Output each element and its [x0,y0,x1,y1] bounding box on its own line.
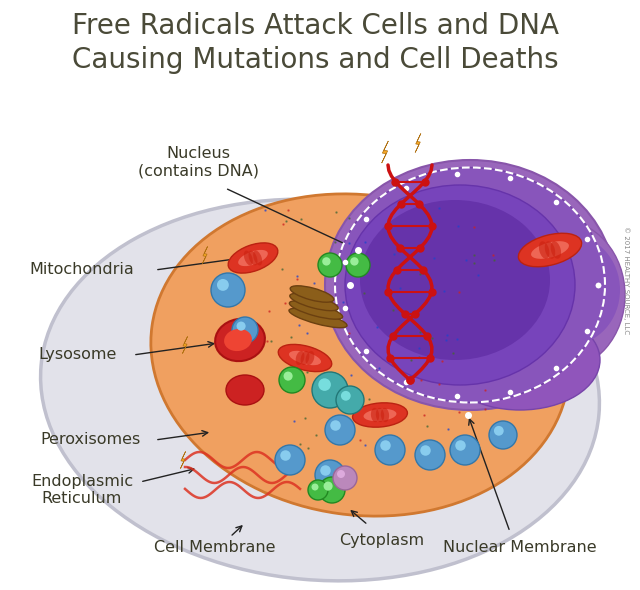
Circle shape [420,445,431,455]
Circle shape [211,273,245,307]
Polygon shape [180,451,186,468]
Ellipse shape [238,250,268,266]
Circle shape [237,322,246,330]
Ellipse shape [224,329,252,351]
Circle shape [318,378,331,391]
Text: Cytoplasm: Cytoplasm [339,533,424,548]
Circle shape [489,421,517,449]
Ellipse shape [539,241,549,259]
Text: Nucleus
(contains DNA): Nucleus (contains DNA) [138,146,259,178]
Circle shape [315,460,345,490]
Ellipse shape [228,243,278,273]
Polygon shape [182,336,188,353]
Ellipse shape [289,351,321,365]
Ellipse shape [495,220,625,370]
Ellipse shape [518,233,582,267]
Ellipse shape [296,351,305,365]
Circle shape [232,317,258,343]
Circle shape [284,372,292,381]
Ellipse shape [371,408,380,422]
Circle shape [275,445,305,475]
Circle shape [312,372,348,408]
Circle shape [337,470,345,478]
Circle shape [217,279,229,291]
Text: Free Radicals Attack Cells and DNA: Free Radicals Attack Cells and DNA [72,12,559,40]
Circle shape [319,477,345,503]
Circle shape [322,257,331,266]
Ellipse shape [301,351,309,365]
Text: Cell Membrane: Cell Membrane [154,540,276,556]
Ellipse shape [40,199,600,581]
Ellipse shape [278,345,332,372]
Ellipse shape [305,351,314,365]
Ellipse shape [253,251,262,266]
Polygon shape [415,133,421,152]
Circle shape [318,253,342,277]
Text: © 2017 HEALTHY SOURCE, LLC: © 2017 HEALTHY SOURCE, LLC [623,226,629,334]
Circle shape [375,435,405,465]
Circle shape [325,415,355,445]
Ellipse shape [345,185,575,385]
Circle shape [312,483,319,490]
Ellipse shape [545,241,556,259]
Ellipse shape [226,375,264,405]
Circle shape [320,466,331,476]
Ellipse shape [289,309,347,327]
Circle shape [324,481,333,491]
Circle shape [330,420,340,431]
Ellipse shape [215,319,265,361]
Text: Mitochondria: Mitochondria [29,263,134,277]
Ellipse shape [289,301,342,319]
Circle shape [341,391,351,401]
Ellipse shape [531,241,569,259]
Ellipse shape [520,235,620,345]
Ellipse shape [353,403,408,427]
Circle shape [279,367,305,393]
Ellipse shape [381,408,389,422]
Ellipse shape [550,241,561,259]
Ellipse shape [360,200,550,360]
Ellipse shape [364,409,396,421]
Ellipse shape [290,286,334,302]
Polygon shape [202,247,207,264]
Circle shape [280,450,291,461]
Text: Peroxisomes: Peroxisomes [40,432,140,447]
Polygon shape [381,141,388,163]
Ellipse shape [244,251,253,266]
Text: Causing Mutations and Cell Deaths: Causing Mutations and Cell Deaths [72,46,558,74]
Text: Nuclear Membrane: Nuclear Membrane [443,540,597,556]
Ellipse shape [335,168,605,402]
Ellipse shape [325,160,615,410]
Circle shape [333,466,357,490]
Ellipse shape [290,293,338,311]
Ellipse shape [440,310,600,410]
Ellipse shape [248,251,257,266]
Circle shape [415,440,445,470]
Ellipse shape [151,194,569,516]
Ellipse shape [376,408,384,422]
Text: Endoplasmic
Reticulum: Endoplasmic Reticulum [31,474,133,506]
Circle shape [346,253,370,277]
Circle shape [308,480,328,500]
Circle shape [336,386,364,414]
Circle shape [380,440,391,451]
Circle shape [455,440,466,451]
Circle shape [450,435,480,465]
Circle shape [350,257,358,266]
Text: Lysosome: Lysosome [39,348,117,362]
Circle shape [494,426,504,435]
